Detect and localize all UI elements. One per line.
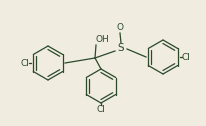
Text: S: S bbox=[117, 43, 124, 53]
Text: O: O bbox=[116, 24, 123, 33]
Text: Cl: Cl bbox=[181, 53, 190, 61]
Text: OH: OH bbox=[96, 36, 109, 44]
Text: Cl: Cl bbox=[96, 105, 105, 114]
Text: Cl: Cl bbox=[20, 58, 29, 68]
